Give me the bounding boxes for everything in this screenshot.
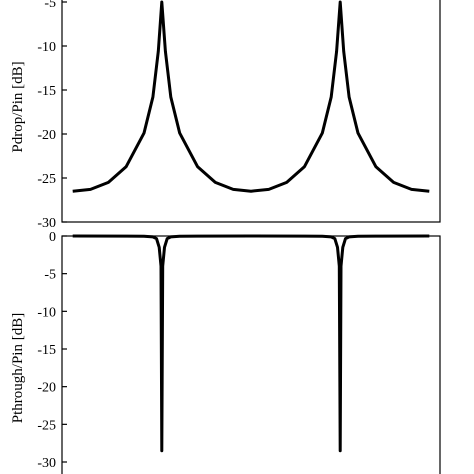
series-line-through (72, 234, 430, 453)
y-tick-label: -5 (44, 268, 56, 283)
y-tick-label: -15 (37, 84, 56, 99)
series-line-drop (72, 0, 430, 193)
y-tick-label: -15 (37, 343, 56, 358)
y-tick-label: -20 (37, 128, 56, 143)
y-tick-label: 0 (49, 230, 56, 245)
y-tick-label: -10 (37, 40, 56, 55)
y-tick-label: -25 (37, 172, 56, 187)
plot-frame-drop (61, 0, 441, 223)
y-ticks-through: 0 -5 -10 -15 -20 -25 -30 (37, 230, 67, 471)
panel-through-port: Pthrough/Pin [dB] 0 -5 -10 -15 -20 -25 -30 (10, 230, 441, 474)
ylabel-through: Pthrough/Pin [dB] (10, 313, 26, 423)
y-tick-label: -20 (37, 381, 56, 396)
y-tick-label: -10 (37, 305, 56, 320)
y-tick-label: -30 (37, 216, 56, 231)
y-tick-label: -5 (44, 0, 56, 11)
plot-frame-through (61, 235, 441, 474)
y-tick-label: -25 (37, 418, 56, 433)
y-tick-label: -30 (37, 456, 56, 471)
y-ticks-drop: -5 -10 -15 -20 -25 -30 (37, 0, 67, 231)
ylabel-drop: Pdrop/Pin [dB] (10, 61, 26, 152)
panel-drop-port: Pdrop/Pin [dB] -5 -10 -15 -20 -25 -30 (10, 0, 441, 231)
